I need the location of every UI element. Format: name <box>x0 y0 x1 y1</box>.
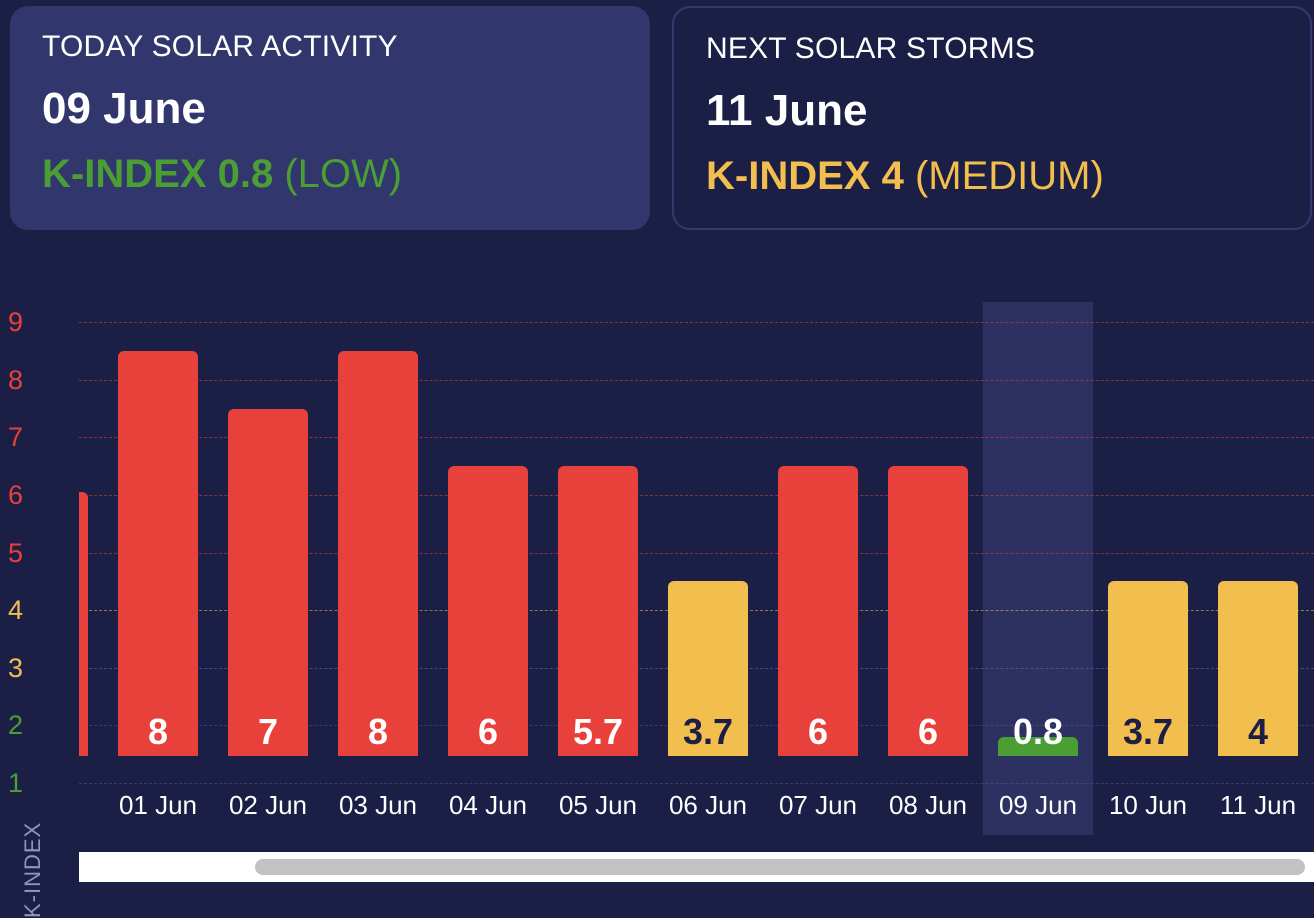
y-tick-label: 2 <box>8 710 24 741</box>
x-tick-label: 10 Jun <box>1108 790 1188 820</box>
y-axis-label: K-INDEX <box>20 821 45 918</box>
today-k-index-name: K-INDEX <box>42 152 207 196</box>
bar-10-jun[interactable] <box>1108 581 1188 756</box>
bar-value-label: 8 <box>367 711 389 752</box>
x-tick-label-partial: y <box>79 790 103 821</box>
bar-value-label: 6 <box>917 711 939 752</box>
next-solar-storms-card: NEXT SOLAR STORMS 11 June K-INDEX 4 (MED… <box>672 6 1312 230</box>
gridline <box>79 783 1314 784</box>
next-date: 11 June <box>706 86 868 135</box>
bar-09-jun[interactable] <box>998 737 1078 756</box>
today-label: TODAY SOLAR ACTIVITY <box>42 30 398 63</box>
today-solar-activity-card: TODAY SOLAR ACTIVITY 09 June K-INDEX 0.8… <box>10 6 650 230</box>
gridline <box>79 379 1314 381</box>
y-tick-label: 5 <box>8 537 24 568</box>
gridline <box>79 552 1314 554</box>
y-tick-label: 3 <box>8 652 24 683</box>
next-k-index-level: (MEDIUM) <box>914 154 1104 198</box>
next-k-index: K-INDEX 4 (MEDIUM) <box>706 154 1278 199</box>
x-tick-label: 04 Jun <box>448 790 528 820</box>
x-tick-label: 08 Jun <box>888 790 968 820</box>
x-tick-label: 06 Jun <box>668 790 748 820</box>
k-index-bar-chart[interactable]: y 8 01 Jun 7 02 Jun 8 03 Jun 6 04 Jun 5.7 05 Jun 3.… <box>79 290 1314 835</box>
bar-01-jun[interactable] <box>118 351 198 756</box>
bar-value-label: 3.7 <box>682 711 734 752</box>
x-tick-label: 11 Jun <box>1219 790 1297 820</box>
today-k-index: K-INDEX 0.8 (LOW) <box>42 152 618 197</box>
y-tick-label: 7 <box>8 422 24 453</box>
bar-value-label: 5.7 <box>572 711 624 752</box>
bar-value-label: 4 <box>1247 711 1269 752</box>
bar-11-jun[interactable] <box>1218 581 1298 756</box>
x-tick-label: 07 Jun <box>778 790 858 820</box>
today-k-index-value: 0.8 <box>217 152 274 196</box>
y-tick-label: 4 <box>8 595 24 626</box>
x-tick-label: 02 Jun <box>228 790 308 820</box>
bar-value-label: 3.7 <box>1122 711 1174 752</box>
bar-value-label: 6 <box>477 711 499 752</box>
bar-05-jun[interactable] <box>558 466 638 756</box>
next-k-index-value: 4 <box>881 154 904 198</box>
y-tick-label: 1 <box>8 768 24 798</box>
y-tick-label: 8 <box>8 364 24 395</box>
y-tick-label: 9 <box>8 307 24 338</box>
next-k-index-name: K-INDEX <box>706 154 871 198</box>
bar-06-jun[interactable] <box>668 581 748 756</box>
y-axis: 1 2 3 4 5 6 7 8 9 <box>0 290 40 830</box>
bar-partial[interactable] <box>79 492 88 756</box>
today-date: 09 June <box>42 84 206 133</box>
x-tick-label: 03 Jun <box>338 790 418 820</box>
chart-scrollbar-thumb[interactable] <box>255 859 1305 875</box>
x-tick-label: 05 Jun <box>558 790 638 820</box>
bar-08-jun[interactable] <box>888 466 968 756</box>
gridline <box>79 322 1314 324</box>
bar-02-jun[interactable] <box>228 408 308 756</box>
x-tick-label: 09 Jun <box>998 790 1078 820</box>
bar-value-label: 0.8 <box>1012 711 1064 752</box>
next-label: NEXT SOLAR STORMS <box>706 32 1036 65</box>
y-tick-label: 6 <box>8 480 24 510</box>
bar-value-label: 8 <box>147 711 169 752</box>
bar-07-jun[interactable] <box>778 466 858 756</box>
bar-value-label: 6 <box>807 711 829 752</box>
bar-04-jun[interactable] <box>448 466 528 756</box>
gridline <box>79 495 1314 496</box>
x-tick-label: 01 Jun <box>118 790 198 820</box>
today-k-index-level: (LOW) <box>284 152 403 196</box>
chart-scrollbar[interactable] <box>79 852 1314 882</box>
gridline <box>79 437 1314 439</box>
bar-value-label: 7 <box>257 711 279 752</box>
bar-03-jun[interactable] <box>338 351 418 756</box>
